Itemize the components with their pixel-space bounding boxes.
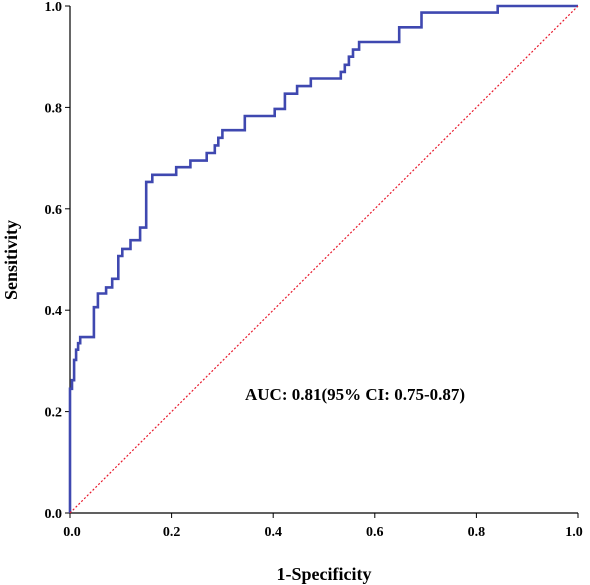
reference-line (69, 5, 579, 514)
y-tick-label: 0.6 (45, 203, 63, 218)
x-tick-label: 0.4 (264, 525, 282, 540)
y-tick-label: 0.0 (45, 507, 63, 522)
x-tick-label: 0.0 (63, 525, 81, 540)
annotation-auc: AUC: 0.81(95% CI: 0.75-0.87) (245, 385, 465, 404)
y-axis-title: Sensitivity (1, 220, 21, 300)
x-tick-label: 0.2 (163, 525, 181, 540)
x-tick-label: 1.0 (565, 525, 583, 540)
y-tick-label: 0.4 (45, 304, 63, 319)
x-axis-title: 1-Specificity (277, 564, 372, 584)
x-tick-label: 0.8 (468, 525, 486, 540)
tick-marks: 0.0 0.2 0.4 0.6 0.8 1.0 0.0 0.2 0.4 0.6 0.8 1.0 (45, 0, 583, 540)
roc-curve (68, 4, 578, 513)
y-tick-label: 0.8 (45, 101, 63, 116)
axes (69, 6, 578, 514)
series-layer (68, 4, 579, 514)
x-tick-label: 0.6 (366, 525, 384, 540)
y-tick-label: 0.2 (45, 406, 63, 421)
y-tick-label: 1.0 (45, 0, 63, 15)
